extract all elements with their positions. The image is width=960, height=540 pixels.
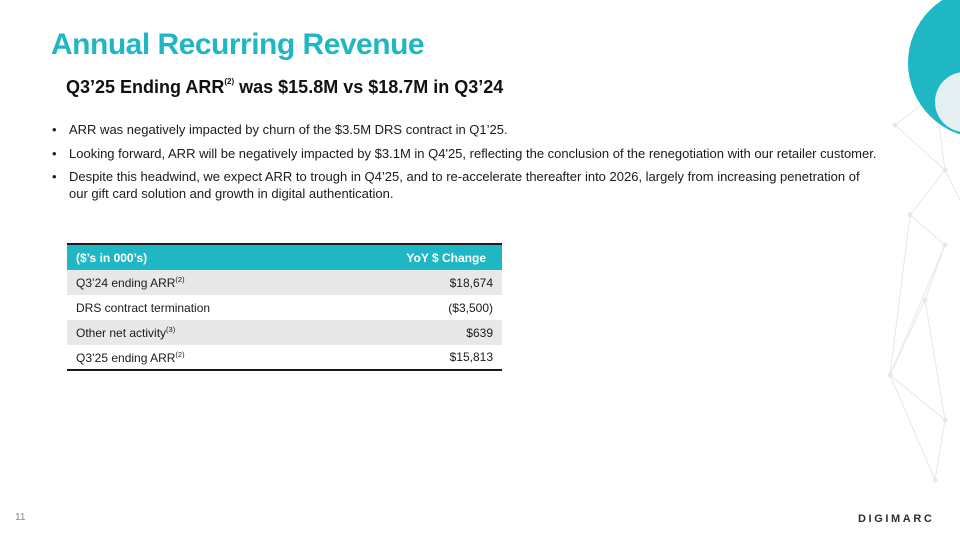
table-cell-label: DRS contract termination: [67, 295, 325, 320]
row-label: Q3’25 ending ARR: [76, 350, 176, 365]
table-cell-value: $18,674: [324, 270, 502, 295]
table-row: Q3’24 ending ARR(2) $18,674: [67, 270, 502, 295]
bullet-list: ARR was negatively impacted by churn of …: [50, 122, 880, 209]
table-row: DRS contract termination ($3,500): [67, 295, 502, 320]
page-subtitle: Q3’25 Ending ARR(2) was $15.8M vs $18.7M…: [66, 77, 503, 98]
bullet-item: ARR was negatively impacted by churn of …: [50, 122, 880, 139]
subtitle-text-rest: was $15.8M vs $18.7M in Q3’24: [234, 77, 504, 97]
page-number: 11: [15, 512, 26, 523]
arr-table: ($’s in 000’s) YoY $ Change Q3’24 ending…: [67, 243, 502, 371]
digimarc-logo: DIGIMARC: [858, 513, 935, 525]
table-header-row: ($’s in 000’s) YoY $ Change: [67, 243, 502, 270]
table-header-label: ($’s in 000’s): [67, 243, 325, 270]
table-row: Q3’25 ending ARR(2) $15,813: [67, 345, 502, 371]
row-footnote: (2): [175, 275, 185, 284]
row-label: DRS contract termination: [76, 300, 211, 315]
table-cell-value: $639: [324, 320, 502, 345]
row-footnote: (3): [166, 325, 176, 334]
table-cell-value: ($3,500): [448, 300, 493, 315]
table-cell-label: Q3’24 ending ARR(2): [67, 270, 325, 295]
table-cell-value: $15,813: [324, 345, 502, 371]
row-footnote: (2): [175, 349, 185, 359]
page-title: Annual Recurring Revenue: [51, 28, 425, 61]
bullet-item: Looking forward, ARR will be negatively …: [50, 146, 880, 163]
row-label: Other net activity: [76, 326, 167, 340]
subtitle-footnote: (2): [224, 77, 235, 86]
network-lines-graphic: [889, 59, 960, 481]
table-cell-label: Other net activity(3): [67, 320, 325, 345]
bullet-item: Despite this headwind, we expect ARR to …: [50, 169, 880, 202]
table-cell-label: Q3’25 ending ARR(2): [67, 345, 325, 371]
table-row: Other net activity(3) $639: [67, 320, 502, 345]
table-header-value: YoY $ Change: [324, 243, 502, 270]
decorative-circles: [908, 0, 960, 135]
subtitle-text: Q3’25 Ending ARR: [66, 77, 225, 97]
row-label: Q3’24 ending ARR: [76, 276, 176, 290]
